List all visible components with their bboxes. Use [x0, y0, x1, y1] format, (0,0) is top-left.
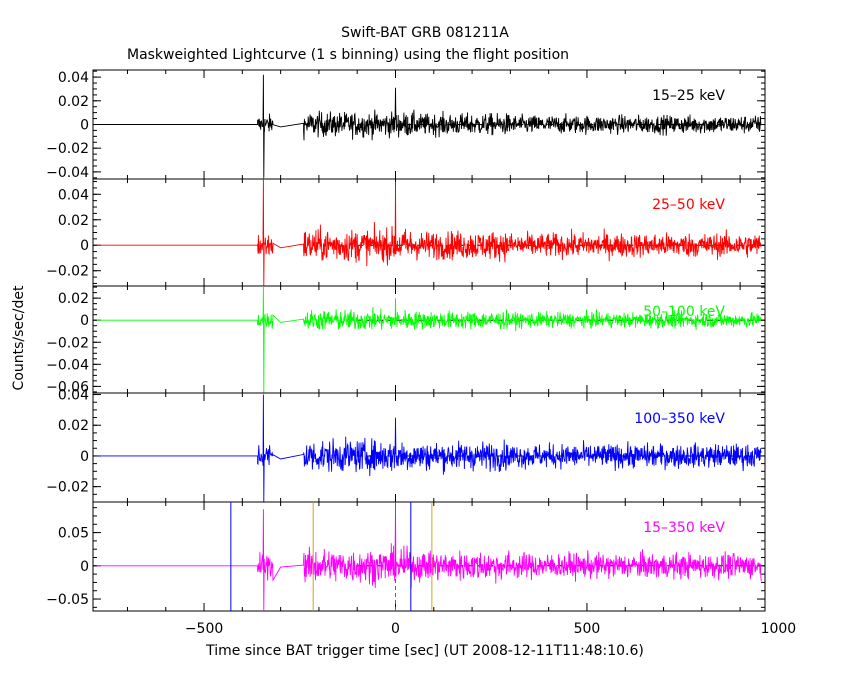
y-tick-label: −0.02 [46, 335, 89, 351]
panel-5: 0.05 0 −0.05 15–350 keV [46, 501, 766, 612]
panel-3: 0.02 0 −0.02 −0.04 −0.06 50–100 keV [46, 285, 766, 395]
panel-frame [92, 285, 766, 394]
y-tick-label: −0.02 [46, 480, 89, 496]
band-label: 50–100 keV [643, 304, 725, 320]
panel-1: 0.04 0.02 0 −0.02 −0.04 15–25 keV [46, 69, 766, 181]
series-line [96, 285, 762, 394]
y-tick-label: −0.02 [46, 264, 89, 280]
y-tick-label: −0.02 [46, 141, 89, 157]
x-tick-label: 1000 [761, 621, 797, 637]
y-tick-label: −0.06 [46, 379, 89, 395]
y-tick-label: 0.02 [58, 213, 89, 229]
band-label: 100–350 keV [634, 411, 725, 427]
series-line [96, 177, 762, 287]
chart-title: Swift-BAT GRB 081211A [341, 25, 509, 41]
y-tick-label: 0.02 [58, 291, 89, 307]
y-tick-label: 0.04 [58, 187, 89, 203]
y-tick-label: −0.05 [46, 592, 89, 608]
panel-frame [92, 501, 766, 612]
x-axis-label: Time since BAT trigger time [sec] (UT 20… [205, 643, 644, 659]
y-tick-label: 0.04 [58, 388, 89, 404]
y-tick-label: 0.02 [58, 94, 89, 110]
y-tick-label: 0 [80, 559, 89, 575]
y-axis-label: Counts/sec/det [11, 285, 27, 390]
y-tick-label: 0 [80, 449, 89, 465]
panel-frame [92, 178, 766, 287]
panels-group: 0.04 0.02 0 −0.02 −0.04 15–25 keV 0.04 0.02 0 −0.… [46, 69, 797, 637]
y-tick-label: 0 [80, 238, 89, 254]
band-label: 25–50 keV [652, 197, 725, 213]
panel-frame [92, 392, 766, 503]
chart-subtitle: Maskweighted Lightcurve (1 s binning) us… [127, 47, 569, 63]
panel-4: 0.04 0.02 0 −0.02 100–350 keV [46, 388, 766, 503]
series-line [96, 74, 762, 178]
y-tick-label: 0.04 [58, 70, 89, 86]
series-line [96, 394, 762, 503]
y-tick-label: 0.05 [58, 526, 89, 542]
y-tick-label: 0.02 [58, 418, 89, 434]
panel-2: 0.04 0.02 0 −0.02 25–50 keV [46, 177, 766, 287]
series-line [96, 505, 762, 612]
band-label: 15–25 keV [652, 88, 725, 104]
band-label: 15–350 keV [643, 520, 725, 536]
x-tick-label: 500 [574, 621, 601, 637]
y-tick-label: 0 [80, 118, 89, 134]
x-tick-label: 0 [391, 621, 400, 637]
y-tick-label: −0.04 [46, 165, 89, 181]
y-tick-label: −0.04 [46, 357, 89, 373]
x-tick-label: −500 [185, 621, 223, 637]
y-tick-label: 0 [80, 313, 89, 329]
